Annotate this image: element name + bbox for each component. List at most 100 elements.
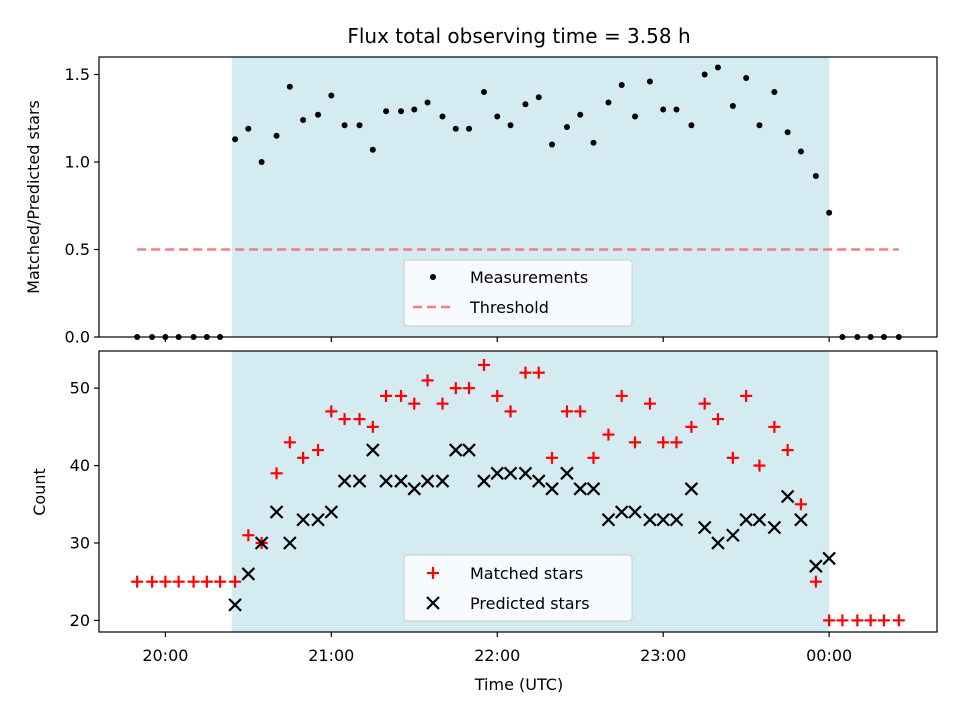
x-tick-label: 21:00 (308, 646, 354, 665)
legend-marker-measurements (430, 274, 436, 280)
predicted-star-point (448, 443, 463, 457)
matched-star-point (477, 358, 490, 371)
predicted-star-point (254, 536, 269, 550)
predicted-star-point (311, 512, 325, 527)
predicted-star-point (560, 466, 574, 481)
predicted-star-point (697, 520, 712, 535)
y-axis-label-bottom: Count (30, 468, 49, 516)
x-axis-label: Time (UTC) (474, 675, 563, 694)
predicted-star-point (628, 505, 642, 519)
measurement-point (424, 99, 431, 106)
measurement-point (673, 106, 680, 113)
predicted-star-point (228, 598, 242, 612)
matched-star-point (628, 436, 641, 449)
matched-star-point (864, 614, 877, 627)
legend-label-measurements: Measurements (470, 268, 588, 287)
matched-star-point (270, 467, 283, 480)
matched-star-point (159, 575, 172, 588)
predicted-star-point (601, 512, 616, 527)
measurement-point (812, 173, 819, 179)
matched-star-point (892, 614, 905, 627)
y-axis-ticks-top: 0.0 0.5 1.0 1.5 (65, 65, 99, 347)
matched-star-point (532, 366, 545, 379)
measurement-point (466, 125, 473, 132)
matched-star-point (200, 575, 213, 588)
measurement-point (369, 146, 376, 153)
matched-star-point (781, 444, 794, 457)
y-axis-ticks-bottom: 20 30 40 50 (70, 379, 99, 630)
matched-star-point (242, 529, 255, 542)
predicted-star-point (643, 512, 657, 527)
y-tick-label: 0.5 (65, 240, 90, 259)
predicted-star-point (726, 528, 740, 543)
measurement-point (660, 106, 667, 113)
measurement-point (300, 117, 307, 123)
matched-star-point (851, 614, 864, 627)
measurement-point (826, 209, 833, 216)
legend-label-matched: Matched stars (470, 564, 583, 583)
matched-star-point (711, 413, 724, 426)
matched-star-point (753, 459, 766, 472)
matched-star-point (670, 436, 683, 449)
legend-marker-predicted (426, 596, 440, 610)
measurement-point (341, 122, 348, 129)
measurement-point (549, 141, 556, 148)
predicted-star-point (809, 559, 823, 573)
measurement-point (439, 113, 446, 120)
predicted-star-point (656, 512, 670, 527)
measurement-point (522, 101, 529, 108)
matched-star-point (312, 444, 325, 457)
x-tick-label: 20:00 (142, 646, 188, 665)
ratio-panel: 0.0 0.5 1.0 1.5 Matched/Predicted stars Mea… (24, 56, 938, 347)
matched-star-point (491, 389, 504, 402)
predicted-star-point (241, 567, 256, 581)
measurement-point (286, 83, 293, 90)
predicted-star-point (711, 536, 725, 550)
measurement-point (383, 108, 390, 115)
y-tick-label: 50 (70, 379, 90, 398)
measurement-point (701, 71, 708, 78)
matched-star-point (366, 420, 379, 433)
matched-star-point (172, 575, 185, 588)
measurement-point (646, 78, 653, 85)
matched-star-point (587, 451, 600, 464)
measurement-point (494, 113, 501, 120)
matched-star-point (657, 436, 670, 449)
measurement-point (577, 111, 584, 118)
matched-star-point (214, 575, 227, 588)
measurement-point (232, 136, 239, 143)
matched-star-point (794, 498, 807, 511)
measurement-point (605, 99, 612, 106)
predicted-star-point (752, 512, 767, 527)
count-panel: 20 30 40 50 20:00 21:00 22:00 23:00 00:00 Count… (30, 350, 938, 694)
matched-star-point (643, 397, 656, 410)
matched-star-point (877, 614, 890, 627)
predicted-star-point (324, 505, 339, 519)
x-tick-label: 23:00 (640, 646, 686, 665)
matched-star-point (283, 436, 296, 449)
axes-frame-top (98, 56, 938, 338)
legend-label-predicted: Predicted stars (470, 594, 590, 613)
predicted-star-point (767, 520, 782, 535)
matched-star-point (436, 397, 449, 410)
measurement-point (590, 139, 597, 146)
predicted-star-point (366, 443, 380, 457)
matched-star-point (560, 405, 573, 418)
matched-star-point (131, 575, 144, 588)
matched-star-point (726, 451, 739, 464)
predicted-star-point (352, 474, 367, 488)
predicted-star-point (669, 512, 684, 527)
axes-frame-bottom (98, 350, 938, 633)
predicted-star-point (794, 512, 808, 527)
predicted-star-point (503, 466, 518, 481)
matched-star-point (685, 420, 698, 433)
matched-star-point (380, 389, 393, 402)
matched-star-point (408, 397, 421, 410)
y-tick-label: 40 (70, 456, 90, 475)
matched-star-point (823, 614, 836, 627)
matched-star-point (546, 451, 559, 464)
measurement-point (411, 106, 418, 113)
legend-box-bottom (403, 554, 633, 622)
matched-star-point (602, 428, 615, 441)
